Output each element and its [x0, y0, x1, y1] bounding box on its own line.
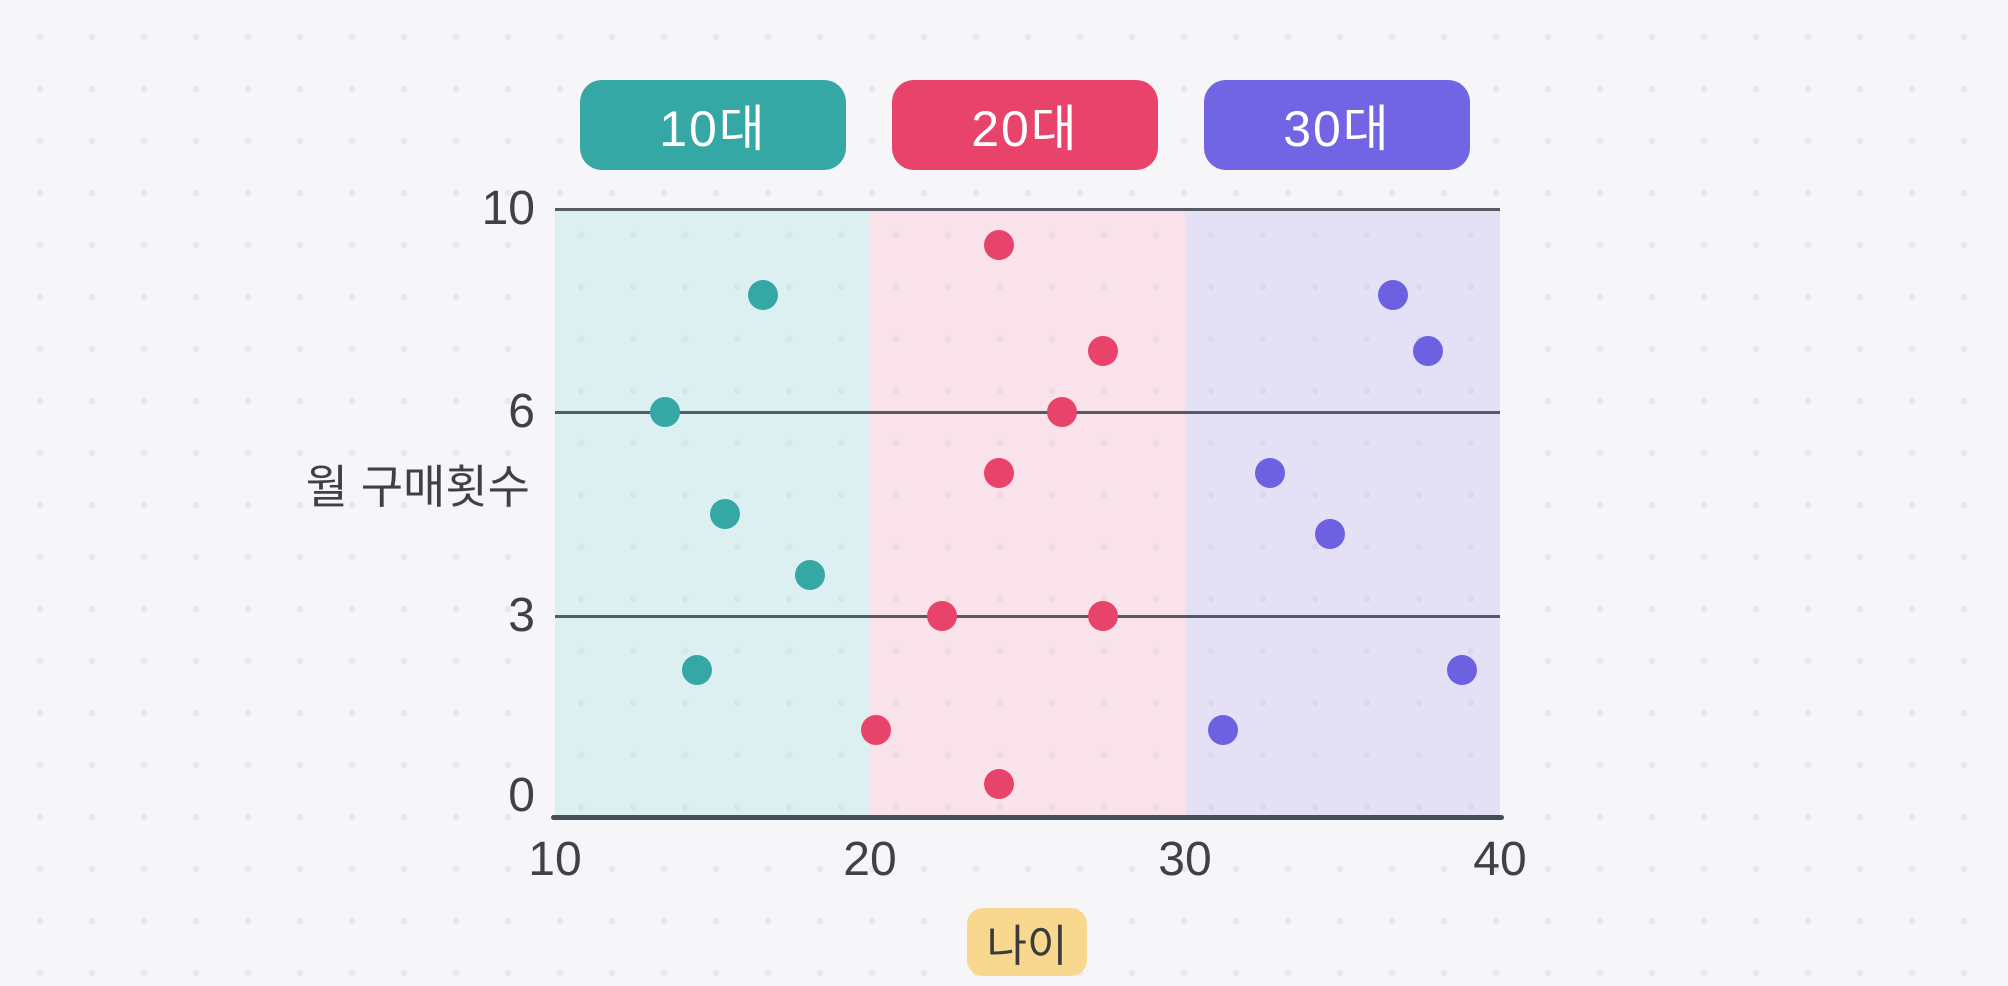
data-point-30대 — [1255, 458, 1286, 489]
y-tick-label-3: 3 — [508, 589, 535, 642]
data-point-20대 — [984, 458, 1015, 489]
data-point-10대 — [710, 499, 741, 529]
x-axis-title: 나이 — [986, 922, 1068, 971]
plot-area — [551, 208, 1504, 820]
legend-button-20대[interactable]: 20대 — [892, 80, 1158, 170]
data-point-20대 — [984, 229, 1015, 260]
data-point-30대 — [1377, 280, 1408, 311]
gridline-y-6 — [555, 411, 1500, 414]
x-axis-line — [551, 815, 1504, 820]
data-point-20대 — [927, 601, 958, 631]
chart-legend: 10대 20대 30대 — [580, 80, 1470, 170]
gridline-y-10 — [555, 208, 1500, 211]
age-band-30대 — [1185, 209, 1500, 818]
data-point-30대 — [1412, 336, 1443, 367]
data-point-10대 — [681, 654, 712, 685]
y-tick-label-6: 6 — [508, 385, 535, 438]
gridline-y-3 — [555, 615, 1500, 618]
data-point-20대 — [984, 769, 1015, 800]
legend-button-10대[interactable]: 10대 — [580, 80, 846, 170]
x-tick-label-10: 10 — [528, 833, 582, 886]
legend-button-30대[interactable]: 30대 — [1204, 80, 1470, 170]
data-point-10대 — [795, 560, 826, 591]
data-point-20대 — [861, 715, 892, 746]
x-tick-label-30: 30 — [1158, 833, 1212, 886]
data-point-20대 — [1088, 336, 1119, 367]
x-axis-title-badge: 나이 — [967, 908, 1087, 976]
data-point-10대 — [650, 397, 681, 427]
x-tick-label-40: 40 — [1473, 833, 1527, 886]
data-point-30대 — [1207, 715, 1238, 746]
data-point-20대 — [1088, 601, 1119, 631]
data-point-10대 — [747, 280, 778, 311]
y-tick-label-0: 0 — [508, 769, 535, 822]
data-point-30대 — [1314, 519, 1345, 550]
y-axis-title: 월 구매횟수 — [305, 461, 530, 513]
y-tick-label-10: 10 — [481, 182, 535, 235]
data-point-30대 — [1447, 654, 1478, 685]
x-tick-label-20: 20 — [843, 833, 897, 886]
age-band-20대 — [870, 209, 1185, 818]
data-point-20대 — [1047, 397, 1078, 427]
